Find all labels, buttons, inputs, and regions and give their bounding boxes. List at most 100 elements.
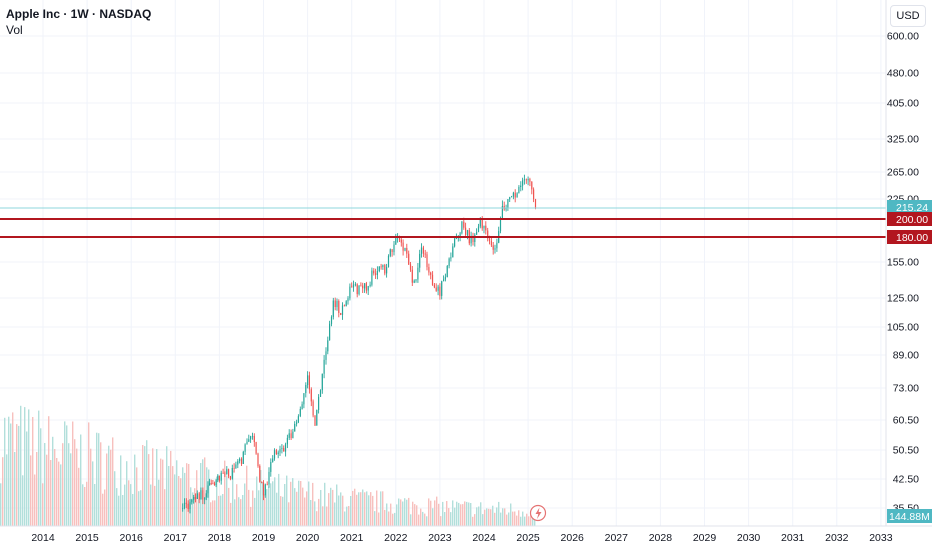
volume-bar: [406, 499, 408, 526]
volume-bar: [402, 501, 404, 526]
volume-bar: [504, 508, 506, 526]
volume-bar: [300, 481, 302, 526]
candle-body: [352, 284, 355, 288]
volume-bar: [168, 466, 170, 526]
volume-bar: [150, 484, 152, 526]
volume-label[interactable]: Vol: [6, 23, 23, 37]
volume-bar: [440, 516, 442, 526]
candle-body: [255, 442, 257, 454]
candle-body: [341, 305, 344, 315]
volume-bar: [452, 500, 454, 526]
volume-bar: [266, 489, 268, 526]
volume-bar: [508, 512, 510, 526]
grid-lines: [0, 0, 886, 526]
volume-bar: [42, 483, 44, 526]
candle-body: [516, 193, 518, 198]
volume-bars: [0, 405, 536, 526]
volume-bar: [232, 470, 234, 526]
volume-bar: [416, 505, 418, 526]
volume-bar: [392, 513, 394, 526]
candle-body: [226, 469, 228, 475]
volume-bar: [334, 502, 336, 526]
volume-bar: [98, 433, 100, 526]
volume-bar: [80, 434, 82, 526]
candle-body: [207, 485, 209, 494]
candle-body: [375, 273, 377, 275]
volume-bar: [448, 508, 450, 526]
price-level-lines[interactable]: [0, 207, 886, 238]
volume-bar: [404, 498, 406, 526]
price-tick-label: 125.00: [887, 293, 919, 305]
candle-body: [212, 483, 214, 485]
price-axis-panel[interactable]: [886, 0, 932, 526]
volume-bar: [0, 483, 2, 526]
candle-body: [459, 233, 461, 237]
time-tick-label: 2021: [340, 532, 364, 544]
candle-body: [424, 253, 426, 255]
candle-body: [527, 179, 529, 181]
volume-bar: [456, 501, 458, 526]
volume-bar: [378, 512, 380, 526]
candle-body: [345, 301, 347, 307]
candle-body: [437, 286, 439, 291]
candle-body: [387, 256, 390, 267]
candle-body: [395, 238, 397, 245]
volume-bar: [104, 489, 106, 526]
volume-bar: [282, 496, 284, 526]
volume-bar: [476, 507, 478, 526]
price-tick-label: 600.00: [887, 31, 919, 43]
candle-body: [479, 219, 481, 227]
candle-body: [343, 305, 345, 307]
volume-bar: [386, 503, 388, 526]
volume-bar: [158, 479, 160, 526]
volume-bar: [316, 511, 318, 526]
candle-body: [283, 448, 285, 452]
volume-bar: [58, 461, 60, 526]
candle-body: [196, 493, 198, 499]
volume-bar: [70, 453, 72, 526]
currency-button[interactable]: USD: [890, 5, 926, 27]
symbol-title[interactable]: Apple Inc · 1W · NASDAQ: [6, 7, 152, 21]
volume-bar: [350, 496, 352, 526]
volume-bar: [364, 492, 366, 526]
time-tick-label: 2016: [120, 532, 144, 544]
volume-bar: [356, 494, 358, 526]
volume-bar: [68, 443, 70, 526]
volume-bar: [34, 474, 36, 526]
volume-bar: [358, 492, 360, 526]
volume-bar: [336, 484, 338, 526]
volume-bar: [148, 454, 150, 526]
volume-bar: [304, 497, 306, 526]
candle-body: [286, 437, 288, 445]
candle-body: [406, 248, 408, 254]
volume-bar: [286, 475, 288, 526]
volume-bar: [60, 464, 62, 526]
volume-bar: [214, 500, 216, 526]
bolt-icon[interactable]: [529, 504, 547, 522]
price-tick-label: 325.00: [887, 134, 919, 146]
volume-bar: [486, 508, 488, 526]
candle-body: [420, 247, 423, 254]
volume-bar: [270, 483, 272, 526]
volume-bar: [44, 443, 46, 526]
candle-body: [380, 266, 382, 268]
candle-body: [349, 286, 351, 299]
volume-bar: [48, 416, 50, 526]
volume-bar: [524, 516, 526, 526]
candle-body: [360, 285, 362, 287]
candle-body: [411, 269, 413, 283]
volume-bar: [384, 509, 386, 526]
volume-bar: [528, 516, 530, 526]
volume-bar: [412, 501, 414, 526]
volume-bar: [182, 467, 184, 526]
time-axis[interactable]: 2014 2015 2016 2017 2018 2019 2020 2021 2022 2023…: [31, 532, 892, 544]
volume-bar: [248, 489, 250, 526]
candle-body: [307, 375, 309, 385]
candle-body: [386, 267, 388, 274]
volume-bar: [324, 482, 326, 526]
candle-body: [364, 283, 366, 289]
volume-bar: [108, 445, 110, 526]
candle-body: [534, 199, 537, 209]
